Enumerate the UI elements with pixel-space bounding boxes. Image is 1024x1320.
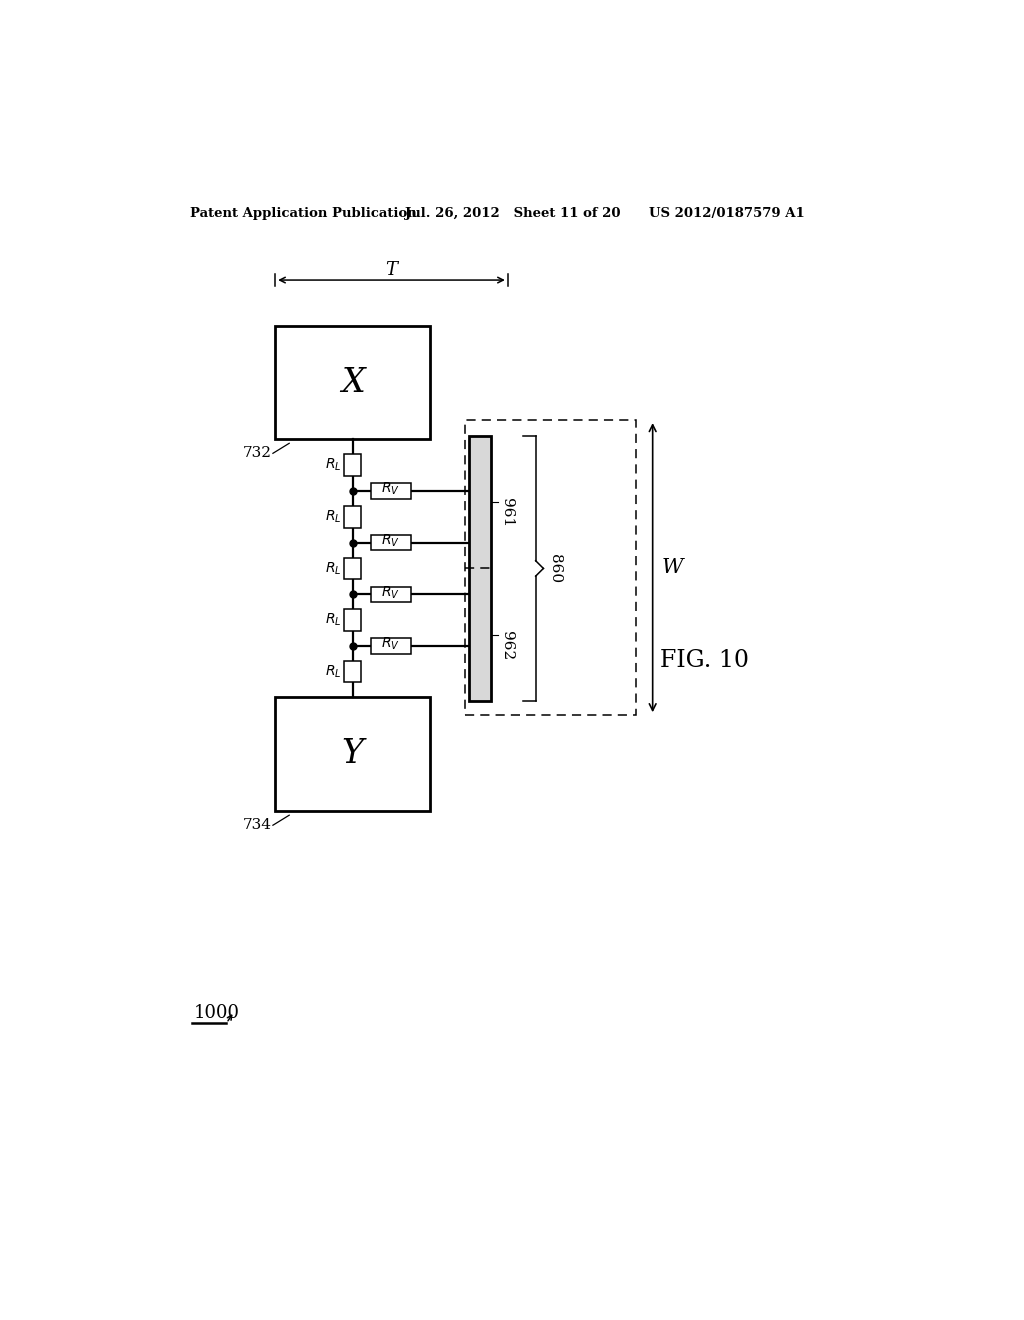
Text: W: W: [662, 558, 683, 577]
Bar: [371, 638, 411, 653]
Text: US 2012/0187579 A1: US 2012/0187579 A1: [649, 207, 805, 220]
Bar: [344, 661, 361, 682]
Bar: [344, 557, 361, 579]
Text: FIG. 10: FIG. 10: [660, 648, 750, 672]
Bar: [344, 506, 361, 528]
Text: 961: 961: [500, 498, 514, 528]
Bar: [465, 420, 636, 715]
Text: $R_L$: $R_L$: [325, 508, 341, 525]
Text: Y: Y: [342, 738, 364, 771]
Text: $R_L$: $R_L$: [325, 457, 341, 474]
Text: $R_L$: $R_L$: [325, 664, 341, 680]
Bar: [344, 454, 361, 477]
Text: $R_L$: $R_L$: [325, 611, 341, 628]
Bar: [371, 535, 411, 550]
Bar: [275, 326, 430, 440]
Text: Jul. 26, 2012   Sheet 11 of 20: Jul. 26, 2012 Sheet 11 of 20: [406, 207, 621, 220]
Text: $R_L$: $R_L$: [325, 560, 341, 577]
Text: T: T: [385, 260, 397, 279]
Bar: [371, 483, 411, 499]
Text: 1000: 1000: [194, 1005, 240, 1022]
Text: $R_V$: $R_V$: [381, 585, 400, 601]
Bar: [469, 436, 490, 701]
Text: $R_V$: $R_V$: [381, 636, 400, 652]
Bar: [371, 586, 411, 602]
Text: $R_V$: $R_V$: [381, 480, 400, 498]
Text: 962: 962: [500, 631, 514, 660]
Text: 734: 734: [243, 818, 271, 832]
Text: 732: 732: [243, 446, 271, 461]
Text: $R_V$: $R_V$: [381, 533, 400, 549]
Bar: [344, 610, 361, 631]
Text: X: X: [341, 367, 365, 399]
Text: 860: 860: [548, 554, 562, 583]
Bar: [275, 697, 430, 812]
Text: Patent Application Publication: Patent Application Publication: [190, 207, 417, 220]
